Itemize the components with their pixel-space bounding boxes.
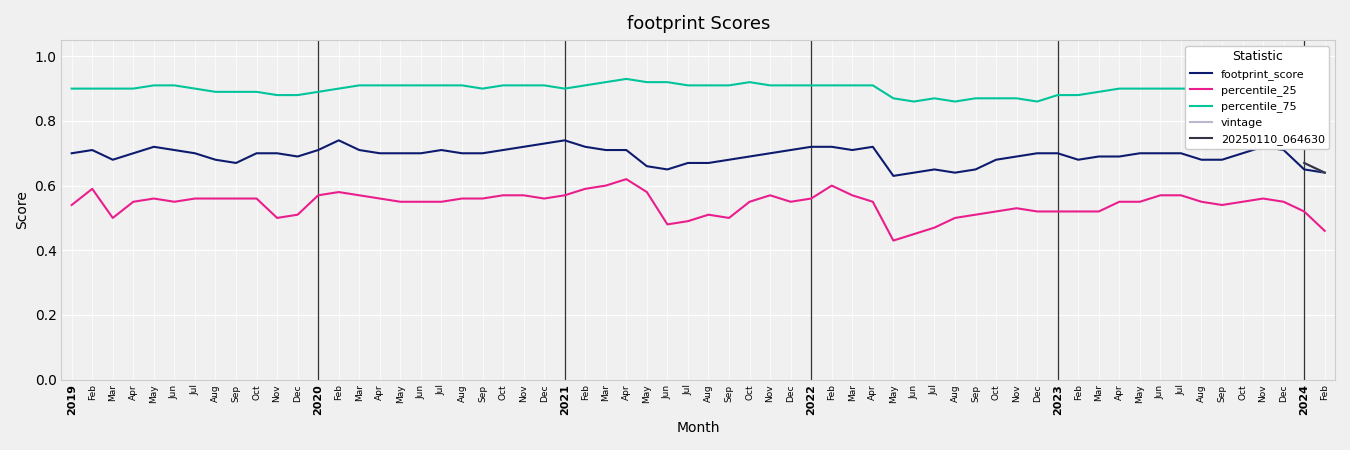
footprint_score (63, 151, 80, 156)
percentile_75 (701, 83, 717, 88)
percentile_25 (1193, 199, 1210, 204)
Line: vintage: vintage (1304, 163, 1324, 173)
percentile_25 (63, 202, 80, 208)
percentile_75 (63, 86, 80, 91)
footprint_score (1193, 157, 1210, 162)
footprint_score (701, 160, 717, 166)
Title: footprint Scores: footprint Scores (626, 15, 769, 33)
Y-axis label: Score: Score (15, 190, 28, 230)
percentile_25 (1316, 228, 1332, 234)
percentile_25 (393, 199, 409, 204)
footprint_score (886, 173, 902, 179)
percentile_25 (844, 193, 860, 198)
footprint_score (413, 151, 429, 156)
percentile_25 (886, 238, 902, 243)
vintage (1296, 160, 1312, 166)
percentile_25 (166, 199, 182, 204)
footprint_score (166, 147, 182, 153)
percentile_25 (701, 212, 717, 217)
footprint_score (310, 147, 327, 153)
percentile_75 (844, 83, 860, 88)
percentile_75 (393, 83, 409, 88)
percentile_75 (618, 76, 634, 81)
percentile_25 (310, 193, 327, 198)
percentile_75 (166, 83, 182, 88)
20250110_064630 (1296, 160, 1312, 166)
percentile_25 (618, 176, 634, 182)
footprint_score (844, 147, 860, 153)
Line: 20250110_064630: 20250110_064630 (1304, 163, 1324, 173)
footprint_score (1316, 170, 1332, 176)
20250110_064630 (1316, 170, 1332, 176)
percentile_75 (1316, 95, 1332, 101)
percentile_75 (310, 89, 327, 94)
vintage (1316, 170, 1332, 176)
percentile_75 (906, 99, 922, 104)
Line: percentile_25: percentile_25 (72, 179, 1324, 241)
Legend: footprint_score, percentile_25, percentile_75, vintage, 20250110_064630: footprint_score, percentile_25, percenti… (1185, 45, 1330, 149)
footprint_score (331, 138, 347, 143)
Line: footprint_score: footprint_score (72, 140, 1324, 176)
X-axis label: Month: Month (676, 421, 720, 435)
Line: percentile_75: percentile_75 (72, 79, 1324, 102)
percentile_75 (1193, 86, 1210, 91)
